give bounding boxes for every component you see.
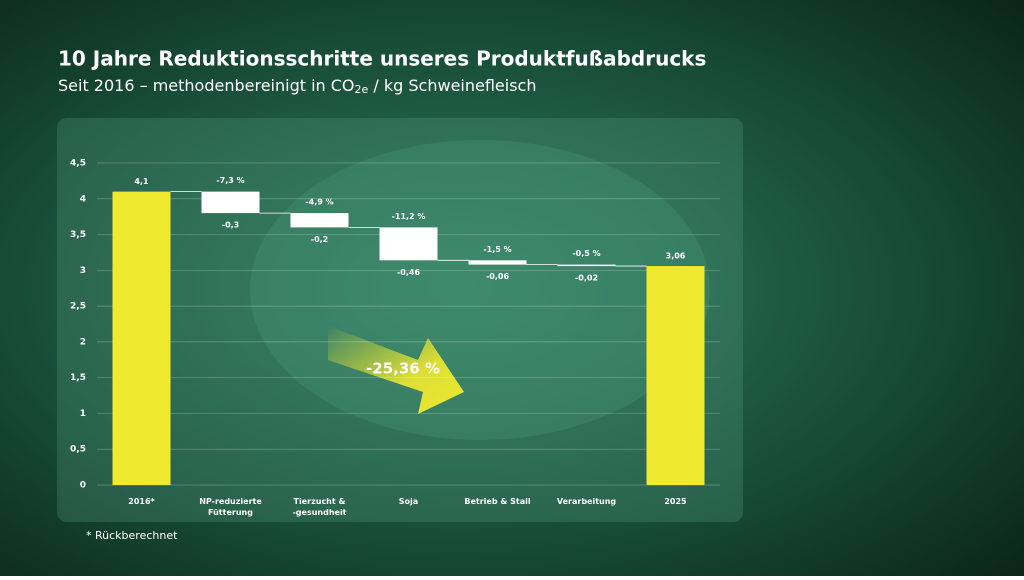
bar: [112, 191, 171, 485]
change-label: -4,9 %: [305, 198, 333, 207]
value-label: -0,3: [222, 221, 240, 230]
panel: [57, 118, 743, 522]
value-label: 3,06: [666, 252, 686, 261]
value-label: 4,1: [134, 177, 149, 186]
subtitle-part: Seit 2016 – methodenbereinigt in CO: [58, 76, 355, 95]
change-label: -7,3 %: [216, 176, 244, 185]
bar: [557, 264, 616, 267]
x-tick-line: Tierzucht &: [294, 497, 346, 506]
x-tick-line: 2016*: [128, 497, 155, 506]
x-tick-line: Fütterung: [208, 508, 253, 517]
y-tick-label: 0,5: [70, 445, 86, 455]
y-tick-label: 1: [80, 409, 86, 419]
bar: [201, 191, 260, 214]
x-tick-line: NP-reduzierte: [199, 497, 262, 506]
subtitle-subscript: 2e: [355, 83, 369, 96]
x-tick-label: 2025: [664, 497, 687, 506]
value-label: -0,06: [486, 272, 509, 281]
chart-title: 10 Jahre Reduktionsschritte unseres Prod…: [58, 47, 706, 71]
y-tick-label: 2,5: [70, 302, 86, 312]
change-label: -11,2 %: [392, 212, 426, 221]
x-tick-label: Soja: [399, 497, 418, 506]
value-label: -0,2: [311, 235, 329, 244]
y-tick-label: 0: [80, 481, 86, 491]
x-tick-label: Tierzucht & -gesundheit: [292, 497, 346, 517]
footnote: * Rückberechnet: [86, 529, 178, 542]
x-tick-label: Betrieb & Stall: [464, 497, 530, 506]
bar: [646, 266, 705, 485]
change-label: -1,5 %: [483, 245, 511, 254]
arrow: [328, 326, 464, 414]
change-label: -0,5 %: [572, 249, 600, 258]
x-tick-line: -gesundheit: [292, 508, 346, 517]
x-tick-label: NP-reduzierte Fütterung: [199, 497, 262, 517]
value-label: -0,02: [575, 274, 598, 283]
bar: [379, 227, 438, 261]
x-tick-line: 2025: [664, 497, 687, 506]
y-tick-label: 4: [80, 194, 86, 204]
y-tick-label: 3,5: [70, 230, 86, 240]
value-label: -0,46: [397, 268, 420, 277]
subtitle-part: / kg Schweinefleisch: [368, 76, 536, 95]
x-tick-label: Verarbeitung: [557, 497, 617, 506]
x-tick-line: Verarbeitung: [557, 497, 617, 506]
x-tick-line: Soja: [399, 497, 418, 506]
chart-subtitle: Seit 2016 – methodenbereinigt in CO2e / …: [58, 76, 536, 97]
x-tick-label: 2016*: [128, 497, 155, 506]
bar: [468, 260, 527, 265]
y-tick-label: 4,5: [70, 159, 86, 169]
x-tick-line: Betrieb & Stall: [464, 497, 530, 506]
annotation: -25,36 %: [366, 360, 440, 378]
y-tick-label: 2: [80, 337, 86, 347]
y-tick-label: 3: [80, 266, 86, 276]
bar: [290, 213, 349, 228]
y-tick-label: 1,5: [70, 373, 86, 383]
